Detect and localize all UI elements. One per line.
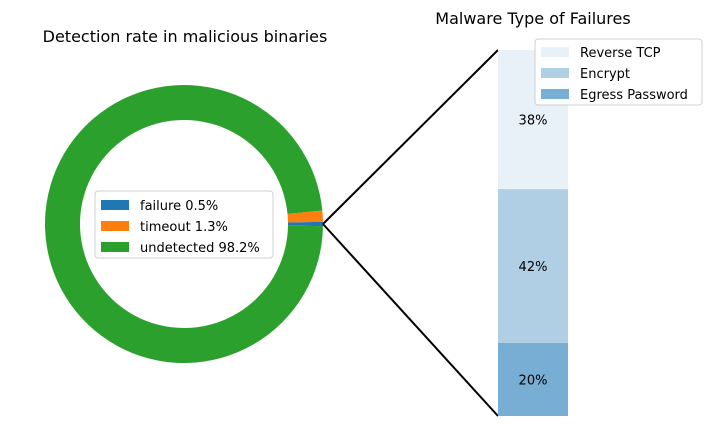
donut-legend-frame: [94, 190, 274, 259]
donut-chart: [44, 85, 323, 364]
bar-label-egress-password: 20%: [519, 373, 548, 388]
bar-title: Malware Type of Failures: [435, 9, 630, 28]
legend-label-encrypt: Encrypt: [580, 67, 630, 82]
legend-label-timeout-1-3: timeout 1.3%: [140, 220, 228, 235]
bar-label-reverse-tcp: 38%: [519, 114, 548, 129]
legend-swatch-failure-0-5: [101, 200, 129, 210]
legend-label-reverse-tcp: Reverse TCP: [580, 46, 661, 61]
slice-timeout-1-3: [287, 210, 323, 223]
legend-label-egress-password: Egress Password: [580, 88, 688, 103]
connector-lines: [322, 49, 499, 417]
legend-swatch-reverse-tcp: [541, 47, 569, 57]
slice-failure-0-5: [287, 221, 323, 227]
bar-label-encrypt: 42%: [519, 260, 548, 275]
legend-swatch-encrypt: [541, 68, 569, 78]
bar-legend-frame: [534, 38, 703, 106]
bar-segment-encrypt: [498, 189, 568, 343]
legend-label-undetected-98-2: undetected 98.2%: [140, 241, 260, 256]
connector-top: [322, 49, 499, 225]
legend-label-failure-0-5: failure 0.5%: [140, 199, 218, 214]
legend-swatch-timeout-1-3: [101, 221, 129, 231]
legend-swatch-egress-password: [541, 89, 569, 99]
bar-segment-egress-password: [498, 342, 568, 416]
bar-legend: Reverse TCP Encrypt Egress Password: [534, 38, 703, 106]
connector-bottom: [322, 223, 499, 417]
donut-title: Detection rate in malicious binaries: [43, 27, 328, 46]
legend-swatch-undetected-98-2: [101, 242, 129, 252]
donut-legend: failure 0.5% timeout 1.3% undetected 98.2%: [94, 190, 274, 259]
